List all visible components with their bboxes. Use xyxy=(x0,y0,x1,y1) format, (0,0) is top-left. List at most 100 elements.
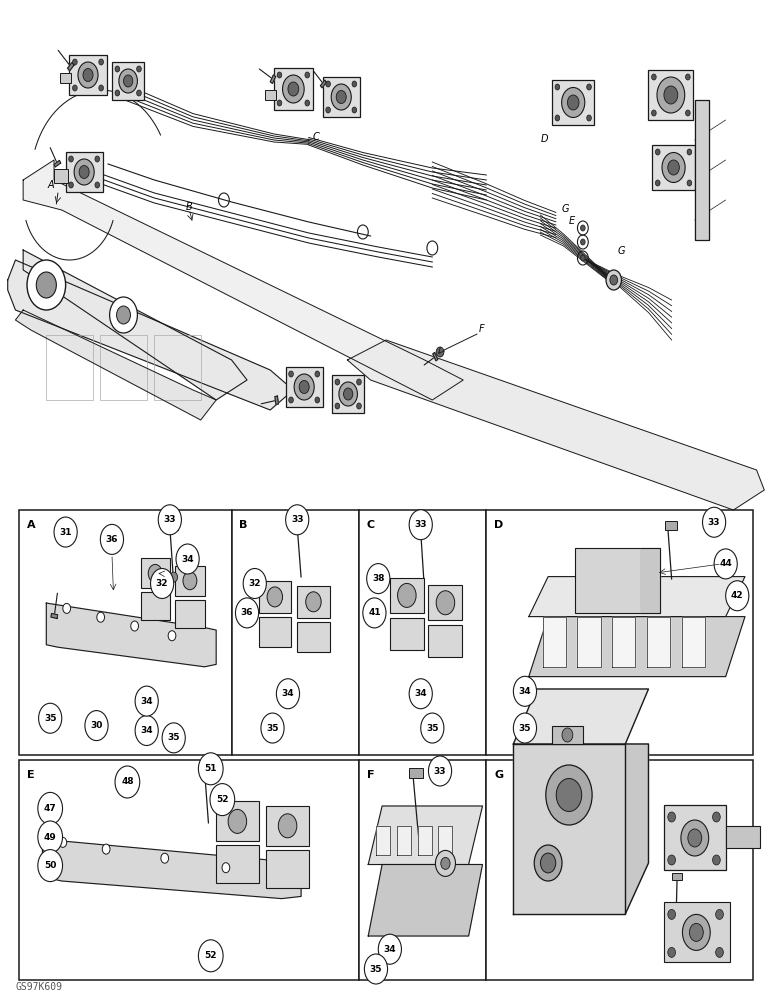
Circle shape xyxy=(158,505,181,535)
Bar xyxy=(409,768,423,778)
Bar xyxy=(672,873,682,880)
Circle shape xyxy=(713,812,720,822)
Circle shape xyxy=(364,954,388,984)
Circle shape xyxy=(235,598,259,628)
Text: 33: 33 xyxy=(291,515,303,524)
Text: D: D xyxy=(540,134,548,144)
Circle shape xyxy=(115,66,120,72)
Circle shape xyxy=(668,812,676,822)
Text: 50: 50 xyxy=(44,861,56,870)
Circle shape xyxy=(441,857,450,869)
Circle shape xyxy=(74,159,94,185)
Circle shape xyxy=(268,720,277,732)
Circle shape xyxy=(99,85,103,91)
Bar xyxy=(486,760,753,980)
Circle shape xyxy=(522,720,531,732)
Bar xyxy=(390,578,424,613)
Circle shape xyxy=(161,853,168,863)
Circle shape xyxy=(78,62,98,88)
Circle shape xyxy=(326,81,330,87)
Circle shape xyxy=(352,81,357,87)
Polygon shape xyxy=(641,548,660,613)
Circle shape xyxy=(652,74,656,80)
Circle shape xyxy=(436,591,455,615)
Circle shape xyxy=(682,914,710,950)
Text: A: A xyxy=(48,180,55,190)
Polygon shape xyxy=(513,689,648,744)
Circle shape xyxy=(198,940,223,972)
Polygon shape xyxy=(625,744,648,914)
Bar xyxy=(69,55,107,95)
Circle shape xyxy=(179,548,188,560)
Circle shape xyxy=(357,379,361,385)
Circle shape xyxy=(367,564,390,594)
Text: 35: 35 xyxy=(370,964,382,974)
Circle shape xyxy=(371,965,381,977)
Polygon shape xyxy=(51,613,58,618)
Polygon shape xyxy=(320,80,327,88)
Circle shape xyxy=(162,723,185,753)
Polygon shape xyxy=(438,826,452,855)
Text: 34: 34 xyxy=(181,554,194,564)
Circle shape xyxy=(385,945,394,957)
Circle shape xyxy=(294,374,314,400)
Polygon shape xyxy=(23,250,247,400)
Circle shape xyxy=(168,631,176,641)
Bar xyxy=(19,760,359,980)
Text: C: C xyxy=(313,132,320,142)
Text: 32: 32 xyxy=(249,579,261,588)
Bar xyxy=(726,826,760,848)
Circle shape xyxy=(288,82,299,96)
Polygon shape xyxy=(368,864,482,936)
Polygon shape xyxy=(529,617,745,677)
Circle shape xyxy=(85,711,108,741)
Text: 36: 36 xyxy=(106,535,118,544)
Circle shape xyxy=(39,703,62,733)
Circle shape xyxy=(198,753,223,785)
Circle shape xyxy=(283,690,293,702)
Polygon shape xyxy=(529,577,745,617)
Polygon shape xyxy=(347,340,764,510)
Bar xyxy=(141,592,170,620)
Circle shape xyxy=(587,115,591,121)
Text: 35: 35 xyxy=(426,724,438,733)
Circle shape xyxy=(95,182,100,188)
Circle shape xyxy=(668,947,676,957)
Text: 35: 35 xyxy=(168,733,180,742)
Circle shape xyxy=(562,728,573,742)
Circle shape xyxy=(222,863,230,873)
Circle shape xyxy=(337,91,346,104)
Circle shape xyxy=(289,371,293,377)
Bar xyxy=(359,760,486,980)
Text: 42: 42 xyxy=(731,591,743,600)
Circle shape xyxy=(100,524,124,554)
Circle shape xyxy=(664,86,678,104)
Polygon shape xyxy=(647,617,670,667)
Polygon shape xyxy=(270,75,276,83)
Bar xyxy=(274,68,313,110)
Polygon shape xyxy=(275,396,279,405)
Circle shape xyxy=(124,75,133,87)
Circle shape xyxy=(655,180,660,186)
Text: 33: 33 xyxy=(708,518,720,527)
Bar xyxy=(154,335,201,400)
Circle shape xyxy=(135,716,158,746)
Circle shape xyxy=(83,68,93,82)
Circle shape xyxy=(428,720,437,732)
Text: 49: 49 xyxy=(44,832,56,842)
Circle shape xyxy=(409,679,432,709)
Circle shape xyxy=(102,844,110,854)
Circle shape xyxy=(73,85,77,91)
Circle shape xyxy=(435,850,455,876)
Circle shape xyxy=(652,110,656,116)
Circle shape xyxy=(59,837,66,847)
Bar xyxy=(286,367,323,407)
Polygon shape xyxy=(433,353,438,361)
Circle shape xyxy=(215,796,225,808)
Text: 34: 34 xyxy=(415,689,427,698)
Circle shape xyxy=(556,778,582,812)
Bar xyxy=(232,510,359,755)
Bar xyxy=(112,62,144,100)
Circle shape xyxy=(148,564,162,582)
Polygon shape xyxy=(612,617,635,667)
